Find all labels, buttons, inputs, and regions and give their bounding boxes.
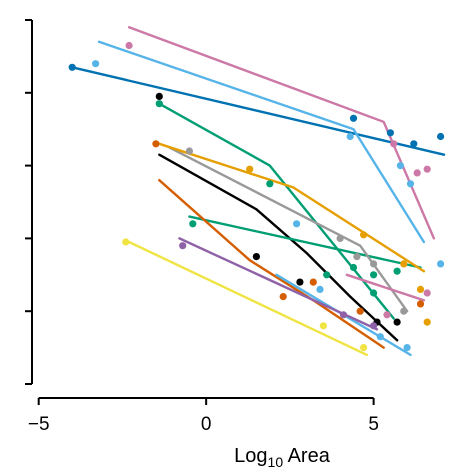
series-1-point-5 [437,132,445,141]
series-6-point-4 [370,289,378,297]
series-11-point-3 [376,333,384,341]
series-2-point-1 [125,41,133,50]
series-6-point-3 [349,263,358,272]
series-12-point-2 [339,311,348,319]
series-1-point-4 [410,140,418,148]
series-5-point-1 [189,220,197,228]
series-10-point-1 [423,289,431,297]
series-4-point-5 [393,318,401,326]
series-2-point-4 [423,165,431,173]
series-9-point-3 [309,278,317,286]
series-4-point-3 [296,278,304,286]
series-lines [71,26,446,357]
series-8-point-4 [416,285,425,293]
series-8-point-2 [360,231,368,239]
series-1-point-3 [386,129,394,137]
series-1-point-2 [349,114,358,122]
series-9-point-2 [279,293,287,301]
series-7-point-2 [336,234,344,242]
series-line-8 [158,142,426,273]
series-7-point-4 [370,260,378,268]
series-3-point-1 [92,60,100,68]
series-line-4 [158,153,399,342]
series-6-point-1 [155,100,163,108]
series-9-point-1 [152,140,160,148]
series-9-point-5 [416,300,425,308]
series-11-point-2 [316,285,324,293]
series-3-point-4 [406,180,415,188]
series-line-13 [127,240,369,357]
axes: −5 0 5 [25,19,379,435]
x-axis-title: Log10 Area [234,445,331,470]
x-tick-label-3: 5 [368,414,379,435]
series-points [68,41,445,352]
series-6-point-2 [266,180,274,188]
series-4-point-1 [155,92,163,100]
series-7-point-3 [353,253,361,261]
series-10-point-2 [383,311,391,319]
series-line-2 [127,26,436,240]
series-13-point-2 [319,322,327,330]
x-tick-label-1: −5 [28,414,50,435]
series-8-point-1 [246,165,254,173]
series-9-point-4 [356,307,364,315]
series-3-point-2 [346,132,354,141]
series-line-9 [158,179,385,349]
series-2-point-2 [390,140,398,148]
series-11-point-4 [403,344,411,352]
series-7-point-1 [185,147,193,155]
series-line-7 [168,146,409,313]
series-line-5 [188,215,422,269]
series-4-point-2 [252,253,260,261]
series-3-point-5 [437,260,445,268]
series-13-point-3 [360,344,368,352]
series-11-point-1 [293,220,301,228]
series-line-1 [71,66,446,156]
series-2-point-3 [413,169,421,177]
series-line-3 [97,40,426,244]
series-7-point-5 [400,307,408,315]
series-5-point-3 [370,271,378,279]
series-13-point-1 [122,238,130,246]
x-tick-label-2: 0 [201,414,212,435]
series-5-point-2 [323,271,331,279]
series-5-point-4 [393,267,401,275]
series-12-point-1 [179,242,187,250]
series-line-10 [345,273,426,302]
series-8-point-3 [400,260,408,268]
series-1-point-1 [68,63,76,71]
series-8-point-5 [423,318,431,326]
series-12-point-3 [370,322,378,330]
series-3-point-3 [396,162,404,170]
